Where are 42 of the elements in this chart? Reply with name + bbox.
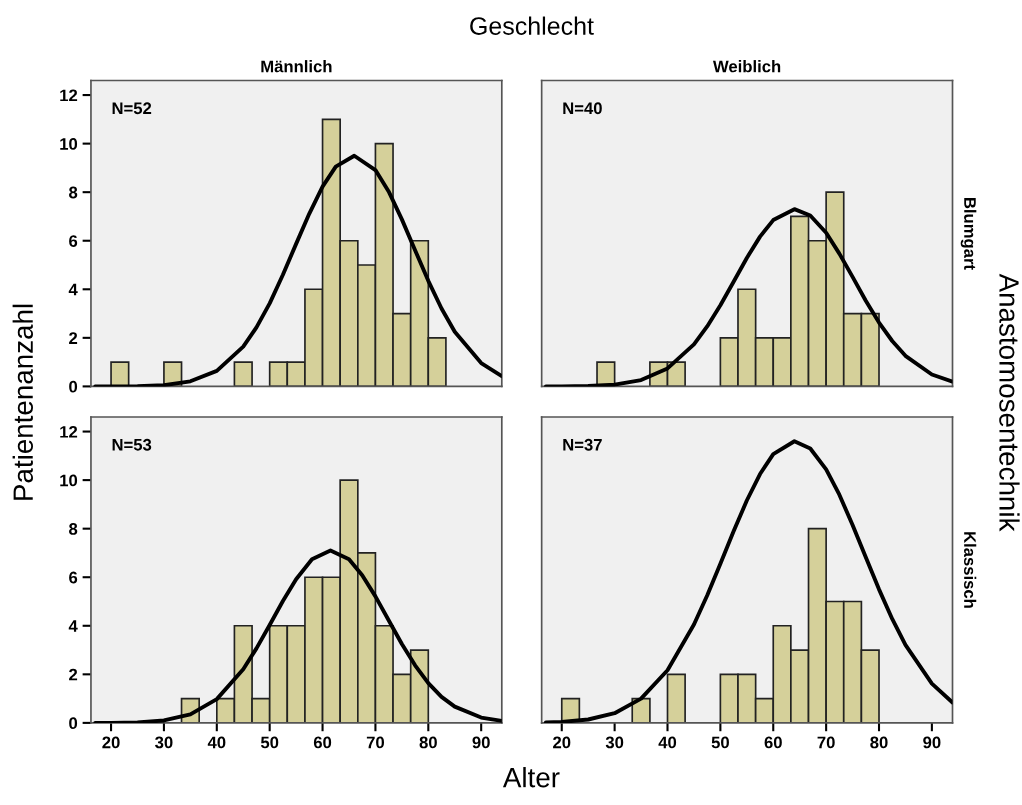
- y-tick-label: 10: [60, 138, 78, 150]
- annotation: N=40: [563, 102, 602, 115]
- x-tick-label: 30: [605, 736, 624, 749]
- annotation: N=37: [563, 438, 602, 451]
- x-tick-label: 80: [870, 736, 888, 749]
- x-tick-label: 20: [553, 736, 571, 749]
- y-tick-label: 4: [68, 283, 78, 296]
- x-tick-label: 60: [764, 736, 782, 749]
- annotation: N=53: [112, 438, 152, 451]
- y-tick-label: 6: [69, 571, 78, 584]
- x-tick-label: 60: [313, 736, 332, 749]
- y-tick-label: 0: [69, 380, 78, 393]
- x-tick-label: 90: [923, 736, 941, 749]
- chart-title: Weiblich: [712, 60, 781, 73]
- y-tick-label: 12: [60, 89, 78, 102]
- y-tick-label: 0: [69, 717, 78, 730]
- x-tick-label: 40: [207, 736, 226, 749]
- y-tick-label: 12: [60, 425, 78, 438]
- y-tick-label: 8: [69, 523, 78, 535]
- annotation: N=52: [112, 102, 152, 115]
- x-tick-label: 80: [419, 736, 437, 749]
- x-tick-label: 70: [817, 736, 835, 749]
- x-tick-label: 20: [102, 736, 120, 749]
- chart-subtitle: Geschlecht: [470, 16, 594, 35]
- x-tick-label: 50: [260, 736, 279, 749]
- y-tick-label: 8: [69, 186, 78, 199]
- y2-axis-title: Blumgart: [960, 197, 977, 270]
- y-tick-label: 10: [60, 474, 78, 487]
- y2-axis-title: Klassisch: [964, 532, 977, 608]
- chart-title: Männlich: [261, 60, 332, 73]
- x-tick-label: 50: [711, 736, 729, 749]
- y-tick-label: 2: [69, 332, 78, 344]
- y-tick-label: 6: [69, 235, 78, 247]
- x-axis-title: Alter: [502, 767, 560, 788]
- y-tick-label: 4: [68, 620, 78, 632]
- x-tick-label: 30: [155, 736, 173, 749]
- x-tick-label: 70: [366, 736, 385, 749]
- y-tick-label: 2: [69, 668, 78, 681]
- x-tick-label: 40: [658, 736, 677, 749]
- x-tick-label: 90: [472, 736, 490, 749]
- y-axis-title: Patientenanzahl: [12, 304, 34, 500]
- text: Anastomosentechnik: [999, 273, 1020, 532]
